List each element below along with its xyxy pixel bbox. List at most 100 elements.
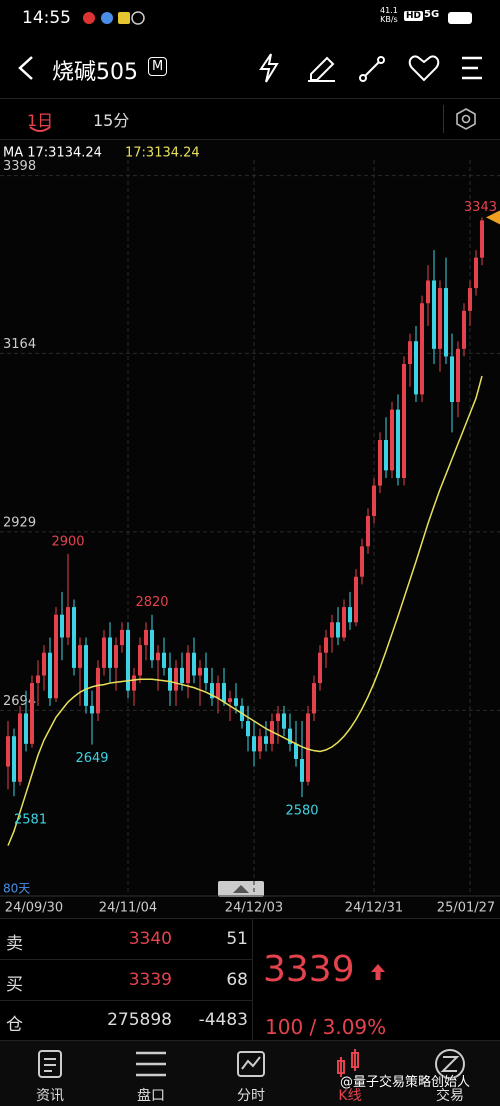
- candle-body: [408, 341, 412, 365]
- candle-body: [414, 341, 418, 395]
- order-row: 仓 275898 -4483: [0, 1000, 252, 1040]
- status-bar: 14:55 41.1 KB/s HD 5G: [0, 0, 500, 38]
- candle-body: [462, 310, 466, 349]
- candle-body: [318, 652, 322, 684]
- candle-body: [156, 652, 160, 661]
- candle-body: [24, 713, 28, 744]
- order-row: 买 3339 68: [0, 960, 252, 1001]
- candle-body: [84, 645, 88, 706]
- candle-body: [54, 614, 58, 699]
- candle-body: [354, 576, 358, 623]
- settings-button[interactable]: [455, 108, 477, 130]
- candle-body: [276, 713, 280, 722]
- candle-body: [222, 683, 226, 703]
- battery: [448, 12, 472, 24]
- toolbar-icons[interactable]: [255, 52, 490, 84]
- net-speed: 41.1 KB/s: [380, 6, 398, 24]
- range-label: 80天: [3, 882, 30, 896]
- candle-body: [402, 364, 406, 478]
- tab[interactable]: 15分: [93, 111, 130, 130]
- candle-body: [72, 607, 76, 668]
- y-tick-label: 3164: [3, 337, 36, 352]
- candle-body: [438, 288, 442, 349]
- candle-body: [150, 629, 154, 661]
- badge: M: [148, 57, 168, 76]
- nav-item[interactable]: 盘口: [137, 1088, 165, 1104]
- candle-body: [258, 736, 262, 752]
- candle-body: [420, 303, 424, 395]
- candle-body: [450, 356, 454, 403]
- candle-body: [90, 705, 94, 714]
- app-icons: [83, 11, 145, 25]
- price-marker: [486, 210, 500, 225]
- candle-body: [348, 607, 352, 623]
- candle-body: [456, 348, 460, 403]
- nav-item[interactable]: 分时: [237, 1088, 265, 1104]
- extreme-label: 2900: [51, 534, 84, 549]
- order-side: 买: [6, 974, 23, 995]
- extreme-label: 2820: [135, 595, 168, 610]
- kline-chart: MA 17:3134.24 17:3134.24 80天 2694 2929 316…: [0, 140, 500, 918]
- candle-body: [264, 736, 268, 744]
- tab-bar: 1日 15分: [0, 98, 500, 140]
- order-side: 仓: [6, 1015, 23, 1035]
- candle-body: [78, 645, 82, 668]
- candle-body: [42, 652, 46, 676]
- price-change: 100 / 3.09%: [265, 1015, 387, 1039]
- last-price: 3339: [263, 949, 355, 990]
- candle-body: [300, 759, 304, 782]
- candle-body: [252, 736, 256, 752]
- candle-body: [336, 622, 340, 638]
- nav-item[interactable]: 交易: [436, 1088, 464, 1104]
- candle-body: [366, 515, 370, 547]
- candle-body: [6, 736, 10, 767]
- candle-body: [186, 652, 190, 684]
- bottom-nav: 资讯 盘口 分时 K线 交易 @量子交易策略创始人: [0, 1040, 500, 1106]
- candle-body: [108, 637, 112, 668]
- candle-body: [228, 698, 232, 703]
- candle-body: [426, 280, 430, 304]
- candle-body: [288, 728, 292, 744]
- divider: [443, 105, 444, 133]
- extreme-label: 2580: [285, 804, 318, 819]
- nav-item[interactable]: K线: [338, 1088, 362, 1104]
- order-volume: 51: [226, 929, 248, 949]
- candle-body: [360, 546, 364, 577]
- candle-body: [36, 675, 40, 684]
- title: 烧碱505: [52, 60, 138, 85]
- candle-body: [480, 220, 484, 258]
- order-side: 卖: [6, 934, 23, 954]
- x-tick-label: 24/12/31: [345, 901, 403, 916]
- candle-body: [102, 637, 106, 668]
- ma-legend: MA 17:3134.24: [3, 146, 102, 161]
- candle-body: [126, 629, 130, 691]
- candle-body: [174, 667, 178, 691]
- y-tick-label: 2929: [3, 515, 36, 530]
- candle-body: [210, 683, 214, 699]
- candle-body: [234, 698, 238, 706]
- order-row: 卖 3340 51: [0, 919, 252, 960]
- order-volume: 68: [226, 969, 248, 990]
- last-high-label: 3343: [464, 200, 497, 215]
- net-speed-value: 41.1: [380, 6, 398, 15]
- back-button[interactable]: [14, 54, 38, 82]
- candle-body: [12, 736, 16, 782]
- nav-item[interactable]: 资讯: [36, 1088, 64, 1104]
- candle-body: [198, 667, 202, 676]
- y-tick-label: 3398: [3, 159, 36, 174]
- ma-legend-value: 17:3134.24: [125, 146, 200, 161]
- extreme-label: 2581: [14, 813, 47, 828]
- candle-body: [312, 683, 316, 714]
- candle-body: [132, 675, 136, 691]
- candle-body: [246, 721, 250, 737]
- order-price: 3339: [128, 969, 172, 990]
- hd-badge: HD: [404, 11, 424, 21]
- net-speed-unit: KB/s: [380, 15, 398, 24]
- candle-body: [168, 667, 172, 691]
- candle-body: [396, 409, 400, 478]
- extreme-label: 2649: [75, 751, 108, 766]
- tab-active[interactable]: 1日: [27, 111, 54, 130]
- candle-body: [138, 645, 142, 676]
- x-tick-label: 24/09/30: [5, 901, 63, 916]
